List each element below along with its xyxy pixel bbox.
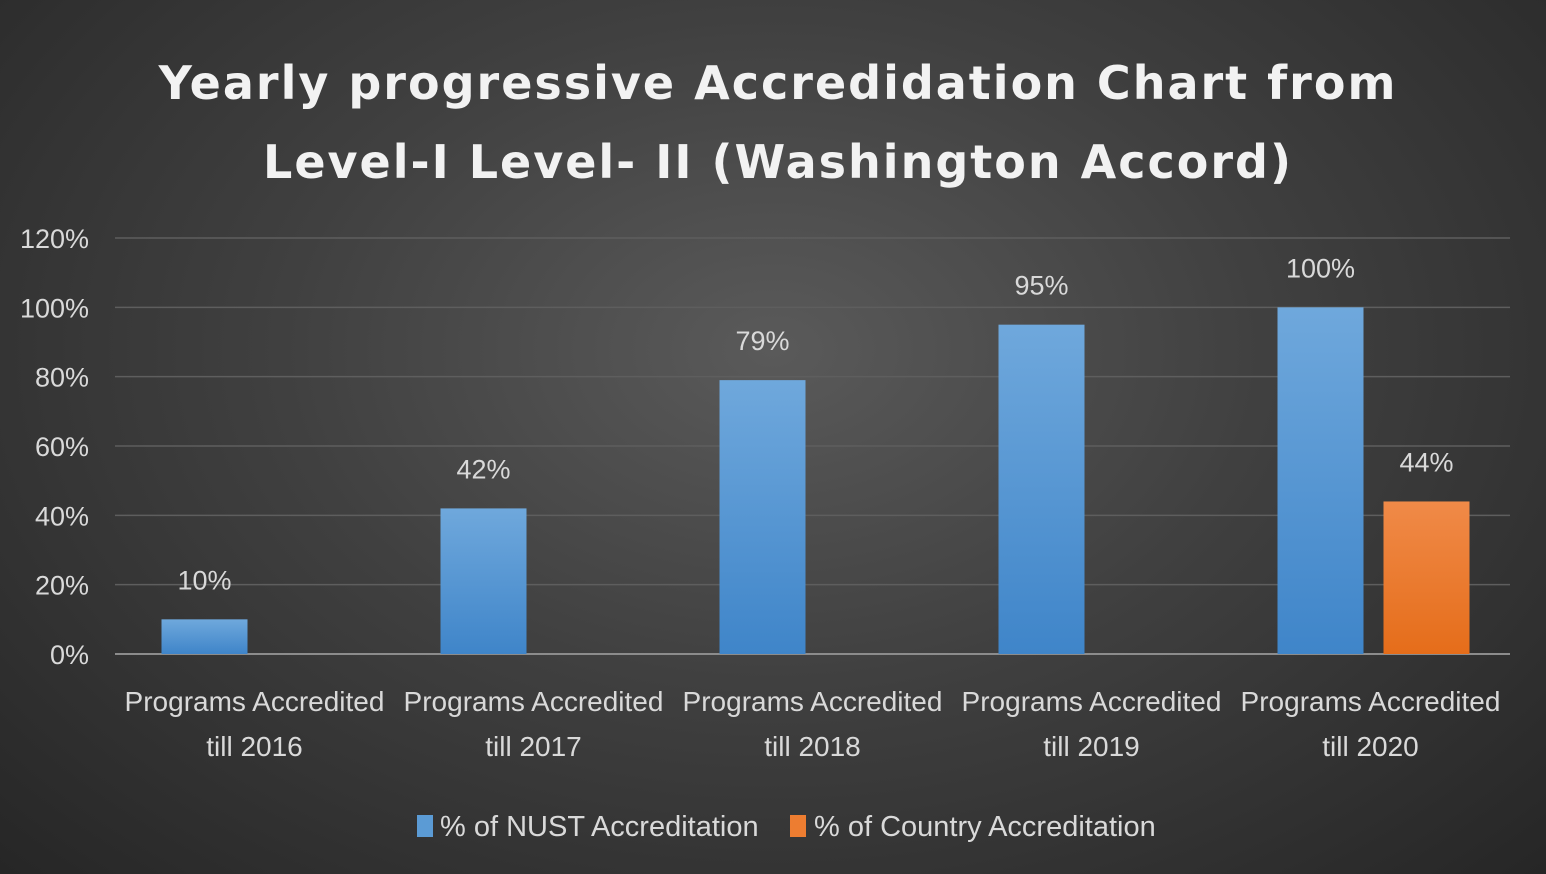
legend-swatch-country [790, 815, 806, 837]
x-axis-category-labels: Programs Accredited till 2016 Programs Acc… [125, 686, 1501, 762]
category-label: Programs Accredited [404, 686, 664, 717]
data-labels: 10% 42% 79% 95% 100% 44% [177, 253, 1453, 595]
data-label: 79% [735, 326, 789, 356]
legend-swatch-nust [417, 815, 433, 837]
legend-label-nust: % of NUST Accreditation [440, 811, 759, 843]
category-label: till 2019 [1043, 731, 1140, 762]
chart-title-line-1: Yearly progressive Accredidation Chart f… [158, 56, 1398, 110]
bar-nust [440, 508, 527, 654]
category-label: Programs Accredited [683, 686, 943, 717]
category-label: till 2020 [1322, 731, 1419, 762]
category-label: till 2017 [485, 731, 582, 762]
chart-title-line-2: Level-I Level- II (Washington Accord) [263, 135, 1293, 189]
y-axis-tick-labels: 0% 20% 40% 60% 80% 100% 120% [20, 224, 89, 670]
bars [161, 307, 1470, 654]
category-label: Programs Accredited [962, 686, 1222, 717]
legend: % of NUST Accreditation % of Country Acc… [417, 811, 1156, 843]
bar-nust [998, 324, 1085, 654]
legend-label-country: % of Country Accreditation [814, 811, 1156, 843]
category-label: Programs Accredited [125, 686, 385, 717]
data-label: 95% [1014, 271, 1068, 301]
y-tick-label: 20% [35, 571, 89, 601]
y-tick-label: 100% [20, 293, 89, 323]
y-tick-label: 40% [35, 501, 89, 531]
data-label: 10% [177, 565, 231, 595]
data-label: 100% [1286, 253, 1355, 283]
y-tick-label: 60% [35, 432, 89, 462]
y-tick-label: 120% [20, 224, 89, 254]
data-label: 42% [456, 454, 510, 484]
category-label: till 2016 [206, 731, 303, 762]
bar-nust [1277, 307, 1364, 654]
category-label: Programs Accredited [1241, 686, 1501, 717]
data-label: 44% [1399, 447, 1453, 477]
bar-nust [161, 619, 248, 654]
y-tick-label: 0% [50, 640, 89, 670]
y-tick-label: 80% [35, 363, 89, 393]
category-label: till 2018 [764, 731, 861, 762]
bar-nust [719, 380, 806, 654]
bar-country [1383, 501, 1470, 654]
